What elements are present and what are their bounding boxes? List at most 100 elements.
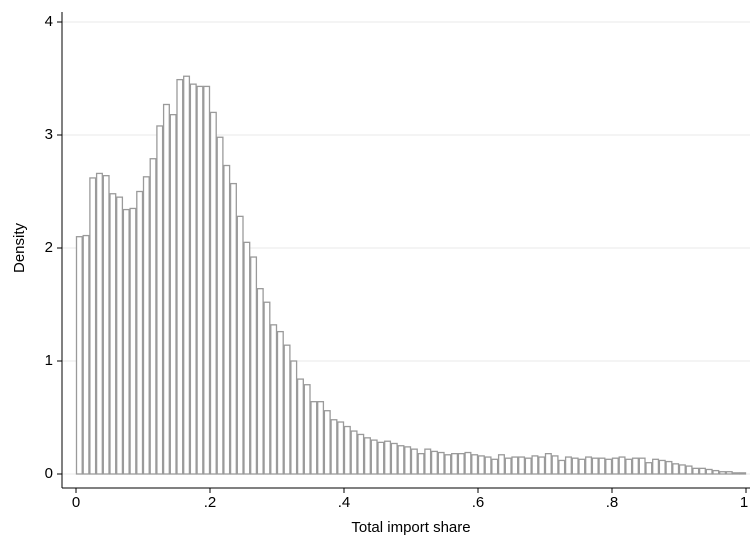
x-axis-label: Total import share <box>351 519 470 536</box>
bar <box>504 457 512 475</box>
bar <box>229 182 237 475</box>
bar <box>732 472 740 475</box>
x-tick-label: 1 <box>740 494 748 511</box>
bar <box>564 456 572 475</box>
bar <box>384 440 392 475</box>
bar <box>558 459 566 475</box>
x-tick-label: .4 <box>338 494 351 511</box>
bar <box>357 433 365 475</box>
bar <box>712 469 720 475</box>
bar <box>524 457 532 475</box>
bar <box>317 401 325 475</box>
bar <box>89 177 97 475</box>
bar <box>678 464 686 475</box>
bar <box>518 456 526 475</box>
bar <box>417 453 425 475</box>
bar <box>538 456 546 475</box>
bar <box>511 456 519 475</box>
bar <box>370 439 378 475</box>
y-tick-label: 4 <box>45 13 53 30</box>
bar <box>216 136 224 475</box>
bar <box>692 467 700 475</box>
y-tick-label: 3 <box>45 126 53 143</box>
bar <box>698 467 706 475</box>
bar <box>116 196 124 475</box>
bar <box>544 453 552 475</box>
bar <box>109 193 117 475</box>
bar <box>618 456 626 475</box>
bar <box>658 459 666 475</box>
bar <box>363 437 371 475</box>
y-tick-label: 1 <box>45 352 53 369</box>
y-tick-label: 0 <box>45 465 53 482</box>
bar <box>444 454 452 475</box>
x-tick-label: .2 <box>204 494 217 511</box>
bar <box>283 344 291 475</box>
bar <box>652 458 660 475</box>
bar <box>95 172 103 475</box>
bar <box>578 458 586 475</box>
bar <box>591 457 599 475</box>
bar <box>102 175 110 475</box>
x-tick-label: .6 <box>472 494 485 511</box>
bar <box>484 456 492 475</box>
bar <box>183 75 191 475</box>
bar <box>343 425 351 475</box>
bar <box>142 176 150 475</box>
bar <box>136 190 144 475</box>
bar <box>430 450 438 475</box>
bar <box>725 471 733 475</box>
bar <box>296 378 304 475</box>
bar <box>457 453 465 475</box>
x-tick-label: .8 <box>606 494 619 511</box>
bar <box>672 463 680 475</box>
bar <box>705 468 713 475</box>
bar <box>531 455 539 475</box>
bar <box>631 457 639 475</box>
bar <box>196 85 204 475</box>
bar <box>598 457 606 475</box>
bar <box>290 360 298 475</box>
bar <box>404 446 412 475</box>
x-tick-label: 0 <box>72 494 80 511</box>
bar <box>223 164 231 475</box>
bar <box>605 458 613 475</box>
bar <box>337 421 345 475</box>
bar <box>209 111 217 475</box>
bar <box>203 85 211 475</box>
bar <box>263 301 271 475</box>
bar <box>250 256 258 475</box>
bar <box>189 83 197 475</box>
bar <box>323 410 331 475</box>
bar <box>437 451 445 475</box>
bar <box>122 208 130 475</box>
bar <box>129 207 137 475</box>
bar <box>169 114 177 475</box>
bar <box>82 234 90 475</box>
bar <box>256 288 264 475</box>
bar <box>176 78 184 475</box>
bar <box>276 330 284 475</box>
bar <box>303 384 311 475</box>
bar <box>156 125 164 475</box>
bar <box>471 454 479 475</box>
bar <box>625 458 633 475</box>
bar <box>397 445 405 475</box>
bar <box>310 401 318 475</box>
bar <box>685 465 693 475</box>
bar <box>390 442 398 475</box>
bar <box>464 451 472 475</box>
bar <box>611 457 619 475</box>
bar <box>330 419 338 475</box>
bar <box>75 236 83 475</box>
bar <box>491 458 499 475</box>
bar <box>665 460 673 475</box>
bar <box>551 455 559 475</box>
bar <box>377 441 385 475</box>
bar <box>410 448 418 475</box>
bar <box>236 215 244 475</box>
bar <box>739 472 747 475</box>
bar <box>477 455 485 475</box>
bar <box>497 454 505 475</box>
